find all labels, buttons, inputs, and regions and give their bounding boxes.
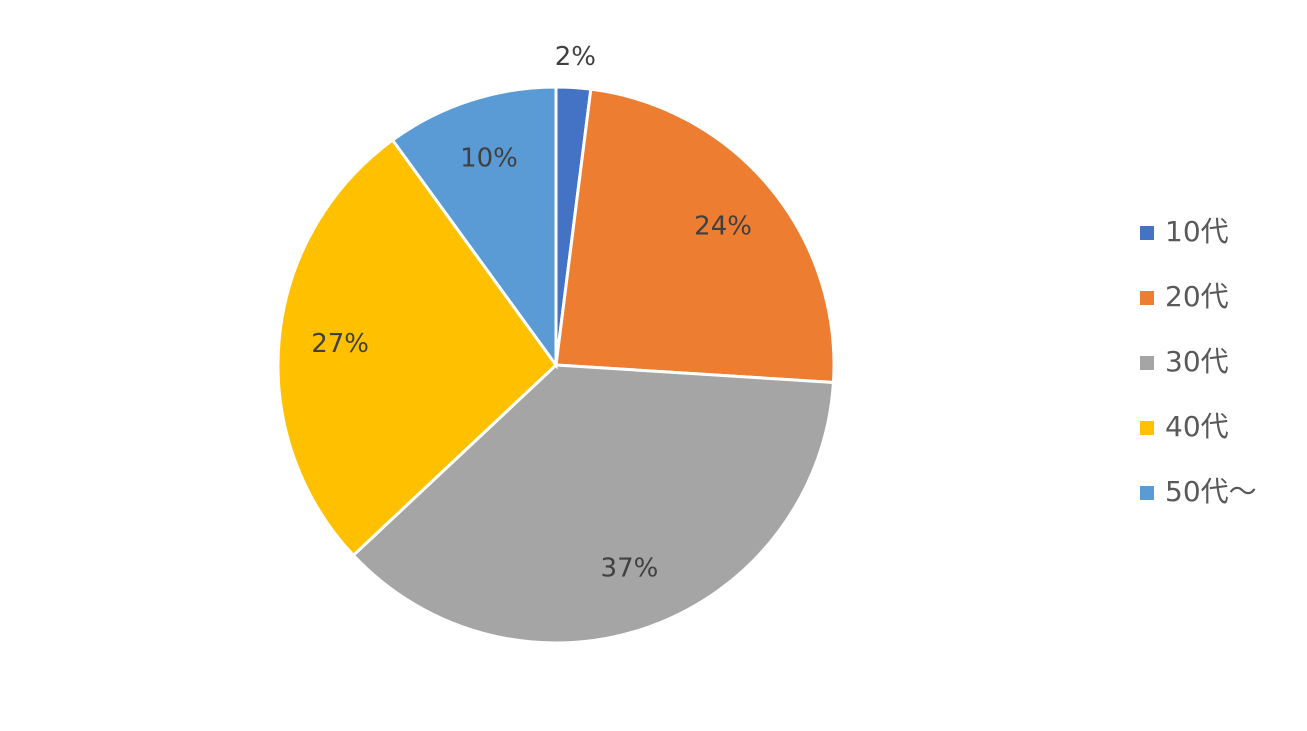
pie-slice — [390, 85, 558, 370]
legend-swatch — [1140, 291, 1154, 305]
data-label: 37% — [601, 554, 659, 584]
legend-swatch — [1140, 356, 1154, 370]
data-label: 10% — [460, 143, 518, 173]
legend-label: 20代 — [1165, 280, 1229, 313]
legend-swatch — [1140, 226, 1154, 240]
data-label: 2% — [555, 42, 596, 72]
pie-slice — [276, 137, 558, 558]
data-label: 24% — [694, 211, 752, 241]
legend-label: 10代 — [1165, 215, 1229, 248]
legend-label: 30代 — [1165, 345, 1229, 378]
pie-slice — [554, 87, 836, 385]
legend-label: 40代 — [1165, 410, 1229, 443]
legend-swatch — [1140, 421, 1154, 435]
data-label: 27% — [311, 329, 369, 359]
pie-slice — [351, 363, 836, 645]
legend-swatch — [1140, 486, 1154, 500]
legend-label: 50代～ — [1165, 475, 1257, 508]
